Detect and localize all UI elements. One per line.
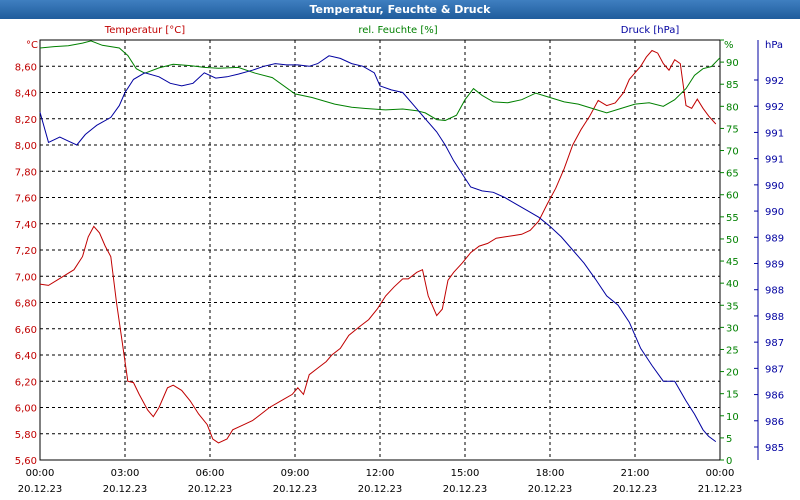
temperature-series-title: Temperatur [°C] [104, 25, 185, 36]
x-tick-date-label: 20.12.23 [273, 484, 318, 495]
pressure-tick-label: 989 [765, 260, 784, 271]
humidity-tick-label: 85 [726, 80, 739, 91]
pressure-tick-label: 991 [765, 128, 784, 139]
temperature-tick-label: 6,00 [15, 404, 37, 415]
humidity-tick-label: 50 [726, 235, 739, 246]
humidity-tick-label: 75 [726, 124, 739, 135]
humidity-tick-label: 30 [726, 323, 739, 334]
humidity-unit-label: % [724, 40, 734, 51]
temperature-tick-label: 7,40 [15, 220, 37, 231]
humidity-tick-label: 15 [726, 390, 739, 401]
pressure-tick-label: 988 [765, 312, 784, 323]
x-tick-time-label: 00:00 [26, 468, 55, 479]
pressure-tick-label: 985 [765, 443, 784, 454]
humidity-tick-label: 20 [726, 368, 739, 379]
series-line-pressure [39, 55, 717, 443]
series-line-humidity [39, 40, 721, 122]
temperature-tick-label: 6,40 [15, 351, 37, 362]
pressure-tick-label: 987 [765, 338, 784, 349]
chart-area: °C 5,60 5,80 6,00 6,20 6,40 6,60 6,80 7,00 7,20 7,… [15, 25, 784, 495]
humidity-series-title: rel. Feuchte [%] [358, 25, 437, 36]
temperature-tick-label: 7,60 [15, 194, 37, 205]
pressure-tick-label: 986 [765, 391, 784, 402]
temperature-tick-label: 8,20 [15, 115, 37, 126]
pressure-tick-label: 992 [765, 76, 784, 87]
humidity-tick-label: 55 [726, 213, 739, 224]
x-tick-date-label: 20.12.23 [443, 484, 488, 495]
temperature-tick-label: 8,40 [15, 89, 37, 100]
temperature-tick-label: 5,80 [15, 430, 37, 441]
pressure-tick-label: 987 [765, 364, 784, 375]
humidity-tick-label: 35 [726, 301, 739, 312]
temperature-tick-label: 6,20 [15, 377, 37, 388]
pressure-tick-label: 990 [765, 181, 784, 192]
temperature-tick-label: 7,00 [15, 272, 37, 283]
x-tick-date-label: 20.12.23 [358, 484, 403, 495]
humidity-tick-label: 90 [726, 58, 739, 69]
plot-frame [39, 39, 721, 461]
pressure-tick-label: 991 [765, 155, 784, 166]
x-tick-time-label: 06:00 [196, 468, 225, 479]
temperature-tick-label: 8,00 [15, 141, 37, 152]
temperature-tick-label: 7,80 [15, 167, 37, 178]
series-line-temperature [39, 49, 717, 444]
temperature-tick-label: 7,20 [15, 246, 37, 257]
x-tick-date-label: 21.12.23 [698, 484, 743, 495]
series-lines [39, 40, 721, 444]
humidity-tick-label: 80 [726, 102, 739, 113]
humidity-tick-label: 65 [726, 169, 739, 180]
humidity-tick-label: 60 [726, 191, 739, 202]
humidity-tick-label: 25 [726, 345, 739, 356]
pressure-tick-label: 992 [765, 102, 784, 113]
x-tick-time-label: 00:00 [706, 468, 735, 479]
x-tick-time-label: 09:00 [281, 468, 310, 479]
x-tick-date-label: 20.12.23 [103, 484, 148, 495]
humidity-tick-label: 5 [726, 434, 732, 445]
humidity-tick-label: 45 [726, 257, 739, 268]
humidity-tick-label: 40 [726, 279, 739, 290]
temperature-tick-label: 5,60 [15, 456, 37, 467]
humidity-tick-label: 10 [726, 412, 739, 423]
x-tick-date-label: 20.12.23 [18, 484, 63, 495]
chart-title: Temperatur, Feuchte & Druck [0, 0, 800, 19]
x-tick-date-label: 20.12.23 [613, 484, 658, 495]
tick-labels: °C 5,60 5,80 6,00 6,20 6,40 6,60 6,80 7,00 7,20 7,… [15, 25, 784, 495]
temperature-tick-label: 6,60 [15, 325, 37, 336]
pressure-tick-label: 986 [765, 417, 784, 428]
humidity-tick-label: 0 [726, 456, 732, 467]
x-tick-time-label: 21:00 [621, 468, 650, 479]
temperature-tick-label: 8,60 [15, 62, 37, 73]
humidity-tick-label: 70 [726, 147, 739, 158]
x-tick-time-label: 15:00 [451, 468, 480, 479]
pressure-tick-label: 988 [765, 286, 784, 297]
axes [39, 39, 759, 461]
pressure-tick-label: 990 [765, 207, 784, 218]
x-tick-date-label: 20.12.23 [188, 484, 233, 495]
pressure-unit-label: hPa [765, 40, 783, 51]
pressure-series-title: Druck [hPa] [621, 25, 680, 36]
x-tick-date-label: 20.12.23 [528, 484, 573, 495]
temperature-tick-label: 6,80 [15, 299, 37, 310]
x-tick-time-label: 03:00 [111, 468, 140, 479]
x-tick-time-label: 12:00 [366, 468, 395, 479]
grid-lines [40, 40, 720, 460]
x-tick-time-label: 18:00 [536, 468, 565, 479]
pressure-tick-label: 989 [765, 233, 784, 244]
temperature-unit-label: °C [26, 40, 38, 51]
